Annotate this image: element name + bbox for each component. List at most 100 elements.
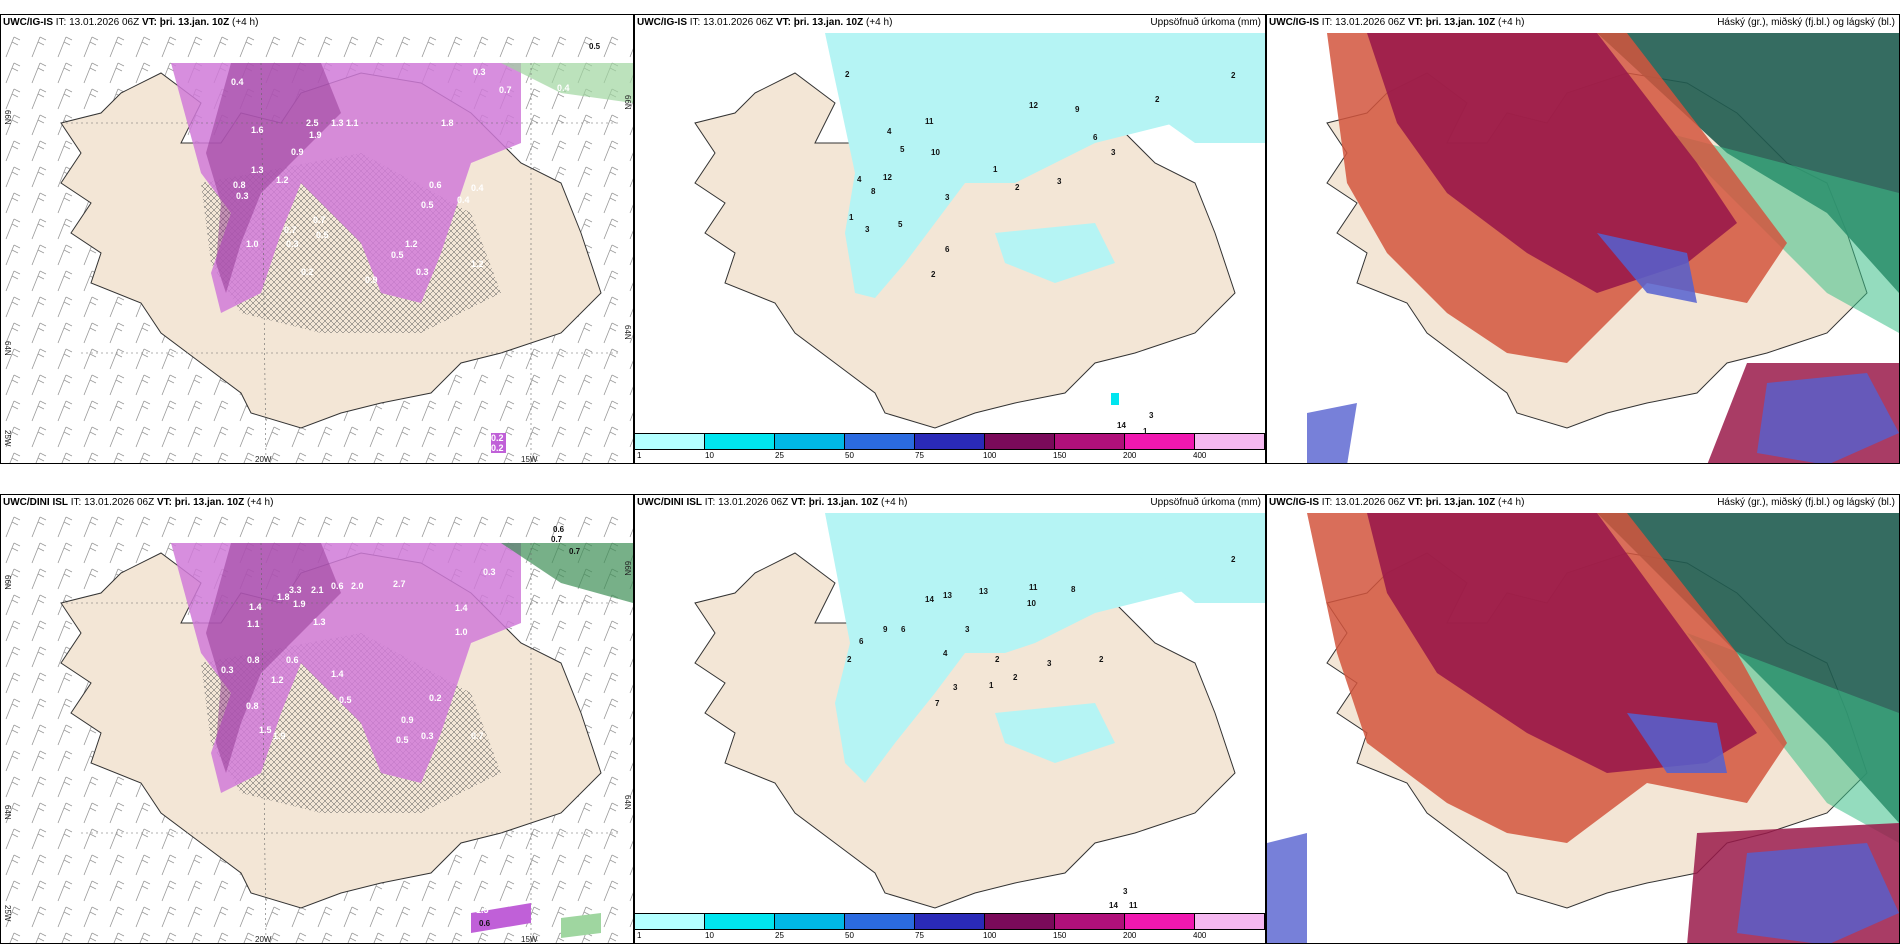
snow-value: 0.9 <box>401 715 414 725</box>
snow-value: 0.5 <box>339 695 352 705</box>
panel-variable-label: Háský (gr.), miðský (fj.bl.) og lágský (… <box>1717 17 1895 28</box>
precip-value: 1 <box>1143 427 1148 436</box>
colorbar-segment <box>635 913 705 930</box>
snow-value: 0.7 <box>284 225 297 235</box>
panel-variable-label: Uppsöfnuð úrkoma (mm) <box>1150 497 1261 508</box>
snow-value: 0.4 <box>231 77 244 87</box>
precip-value: 1 <box>989 681 994 690</box>
snow-value: 0.8 <box>247 655 260 665</box>
snow-value: 0.6 <box>429 180 442 190</box>
snow-value: 1.4 <box>249 602 262 612</box>
precip-value: 12 <box>1029 101 1038 110</box>
precip-value: 13 <box>943 591 952 600</box>
snow-value: 1.0 <box>246 239 259 249</box>
snow-value: 2.1 <box>311 585 324 595</box>
colorbar-tick: 100 <box>983 451 997 460</box>
map-clouds-dini <box>1267 513 1899 943</box>
snow-value: 1.9 <box>273 731 286 741</box>
lat-label-bottom: 64N <box>3 805 12 820</box>
panel-dini-clouds: UWC/IG-IS IT: 13.01.2026 06Z VT: þri. 13… <box>1266 494 1900 944</box>
snow-value: 0.6 <box>331 581 344 591</box>
colorbar-segment <box>775 433 845 450</box>
colorbar-tick: 75 <box>915 931 924 940</box>
colorbar-tick: 50 <box>845 451 854 460</box>
map-precip-ig <box>694 33 1265 429</box>
snow-value: 0.2 <box>429 693 442 703</box>
colorbar-segment <box>1055 913 1125 930</box>
precip-value: 14 <box>1109 901 1118 910</box>
lat-label-bottom: 64N <box>3 341 12 356</box>
lat-label-right-bottom: 64N <box>623 795 632 810</box>
colorbar-tick: 25 <box>775 931 784 940</box>
snow-value: 0.8 <box>233 180 246 190</box>
colorbar-segment <box>1125 913 1195 930</box>
colorbar-tick: 1 <box>637 931 642 940</box>
colorbar-tick: 400 <box>1193 931 1207 940</box>
snow-value: 0.5 <box>589 42 601 51</box>
colorbar-segment <box>845 433 915 450</box>
snow-value: 1.2 <box>271 675 284 685</box>
precip-value: 2 <box>847 655 852 664</box>
colorbar-segment <box>705 433 775 450</box>
precip-value: 5 <box>900 145 905 154</box>
precip-value: 3 <box>945 193 950 202</box>
snow-value: 1.2 <box>405 239 418 249</box>
colorbar-segment <box>705 913 775 930</box>
panel-dini-precip: UWC/DINI ISL IT: 13.01.2026 06Z VT: þri.… <box>634 494 1266 944</box>
snow-value: 1.5 <box>476 905 489 915</box>
precip-value: 2 <box>845 70 850 79</box>
snow-value: 0.5 <box>471 43 484 53</box>
colorbar-tick: 50 <box>845 931 854 940</box>
snow-value: 0.6 <box>286 655 299 665</box>
colorbar-tick: 75 <box>915 451 924 460</box>
colorbar-tick: 150 <box>1053 451 1067 460</box>
snow-value: 1.5 <box>259 725 272 735</box>
snow-value: 0.3 <box>236 191 249 201</box>
snow-value: 0.5 <box>396 735 409 745</box>
precip-value: 11 <box>925 117 934 126</box>
precip-value: 1 <box>993 165 998 174</box>
precip-value: 2 <box>1155 95 1160 104</box>
colorbar-segment <box>985 913 1055 930</box>
panel-header: UWC/DINI ISL IT: 13.01.2026 06Z VT: þri.… <box>3 497 274 508</box>
precip-value: 6 <box>945 245 950 254</box>
snow-value: 1.1 <box>247 619 260 629</box>
snow-value: 0.9 <box>291 147 304 157</box>
precip-value: 3 <box>1123 887 1128 896</box>
snow-value: 1.2 <box>471 259 484 269</box>
snow-value: 0.5 <box>421 200 434 210</box>
lon-label-mid: 20W <box>255 455 272 464</box>
precip-value: 8 <box>871 187 876 196</box>
snow-value: 0.7 <box>499 85 512 95</box>
snow-value: 1.8 <box>277 592 290 602</box>
precip-value: 12 <box>883 173 892 182</box>
snow-value: 0.7 <box>313 215 326 225</box>
colorbar-segment <box>1195 433 1265 450</box>
panel-variable-label: Háský (gr.), miðský (fj.bl.) og lágský (… <box>1717 497 1895 508</box>
panel-ig-is-snow: UWC/IG-IS IT: 13.01.2026 06Z VT: þri. 13… <box>0 14 634 464</box>
colorbar-segment <box>775 913 845 930</box>
colorbar-tick: 10 <box>705 931 714 940</box>
precip-value: 6 <box>1093 133 1098 142</box>
precip-value: 1 <box>849 213 854 222</box>
panel-header: UWC/DINI ISL IT: 13.01.2026 06Z VT: þri.… <box>637 497 908 508</box>
snow-value: 0.8 <box>246 701 259 711</box>
snow-value: 1.1 <box>346 118 359 128</box>
precip-value: 5 <box>898 220 903 229</box>
precip-value: 9 <box>883 625 888 634</box>
lat-label-top: 66N <box>3 110 12 125</box>
precip-value: 4 <box>857 175 862 184</box>
snow-value: 0.7 <box>569 547 581 556</box>
precip-value: 2 <box>931 270 936 279</box>
snow-value: 0.9 <box>365 275 378 285</box>
precip-value: 10 <box>931 148 940 157</box>
snow-value: 0.5 <box>223 55 236 65</box>
precip-value: 11 <box>1029 583 1038 592</box>
precip-value: 3 <box>1047 659 1052 668</box>
map-precip-dini <box>694 513 1265 909</box>
panel-dini-snow: UWC/DINI ISL IT: 13.01.2026 06Z VT: þri.… <box>0 494 634 944</box>
precip-value: 2 <box>995 655 1000 664</box>
snow-value: 1.4 <box>455 603 468 613</box>
colorbar-tick: 1 <box>637 451 642 460</box>
map-clouds-ig <box>1307 33 1899 463</box>
